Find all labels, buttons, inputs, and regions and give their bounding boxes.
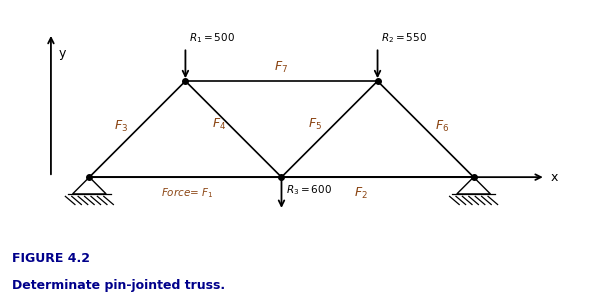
Text: $F_7$: $F_7$	[274, 60, 288, 75]
Text: $R_2{=}550$: $R_2{=}550$	[381, 31, 427, 45]
Text: y: y	[58, 48, 65, 61]
Text: $R_3{=}600$: $R_3{=}600$	[287, 184, 332, 197]
Text: Determinate pin-jointed truss.: Determinate pin-jointed truss.	[12, 279, 225, 292]
Text: x: x	[551, 171, 558, 184]
Text: Force= $F_1$: Force= $F_1$	[161, 186, 214, 200]
Text: $F_3$: $F_3$	[114, 119, 128, 134]
Text: $F_5$: $F_5$	[309, 117, 323, 132]
Text: $F_6$: $F_6$	[435, 119, 449, 134]
Text: FIGURE 4.2: FIGURE 4.2	[12, 252, 90, 265]
Text: $R_1{=}500$: $R_1{=}500$	[189, 31, 235, 45]
Text: $F_4$: $F_4$	[212, 117, 226, 132]
Text: $F_2$: $F_2$	[354, 186, 367, 201]
